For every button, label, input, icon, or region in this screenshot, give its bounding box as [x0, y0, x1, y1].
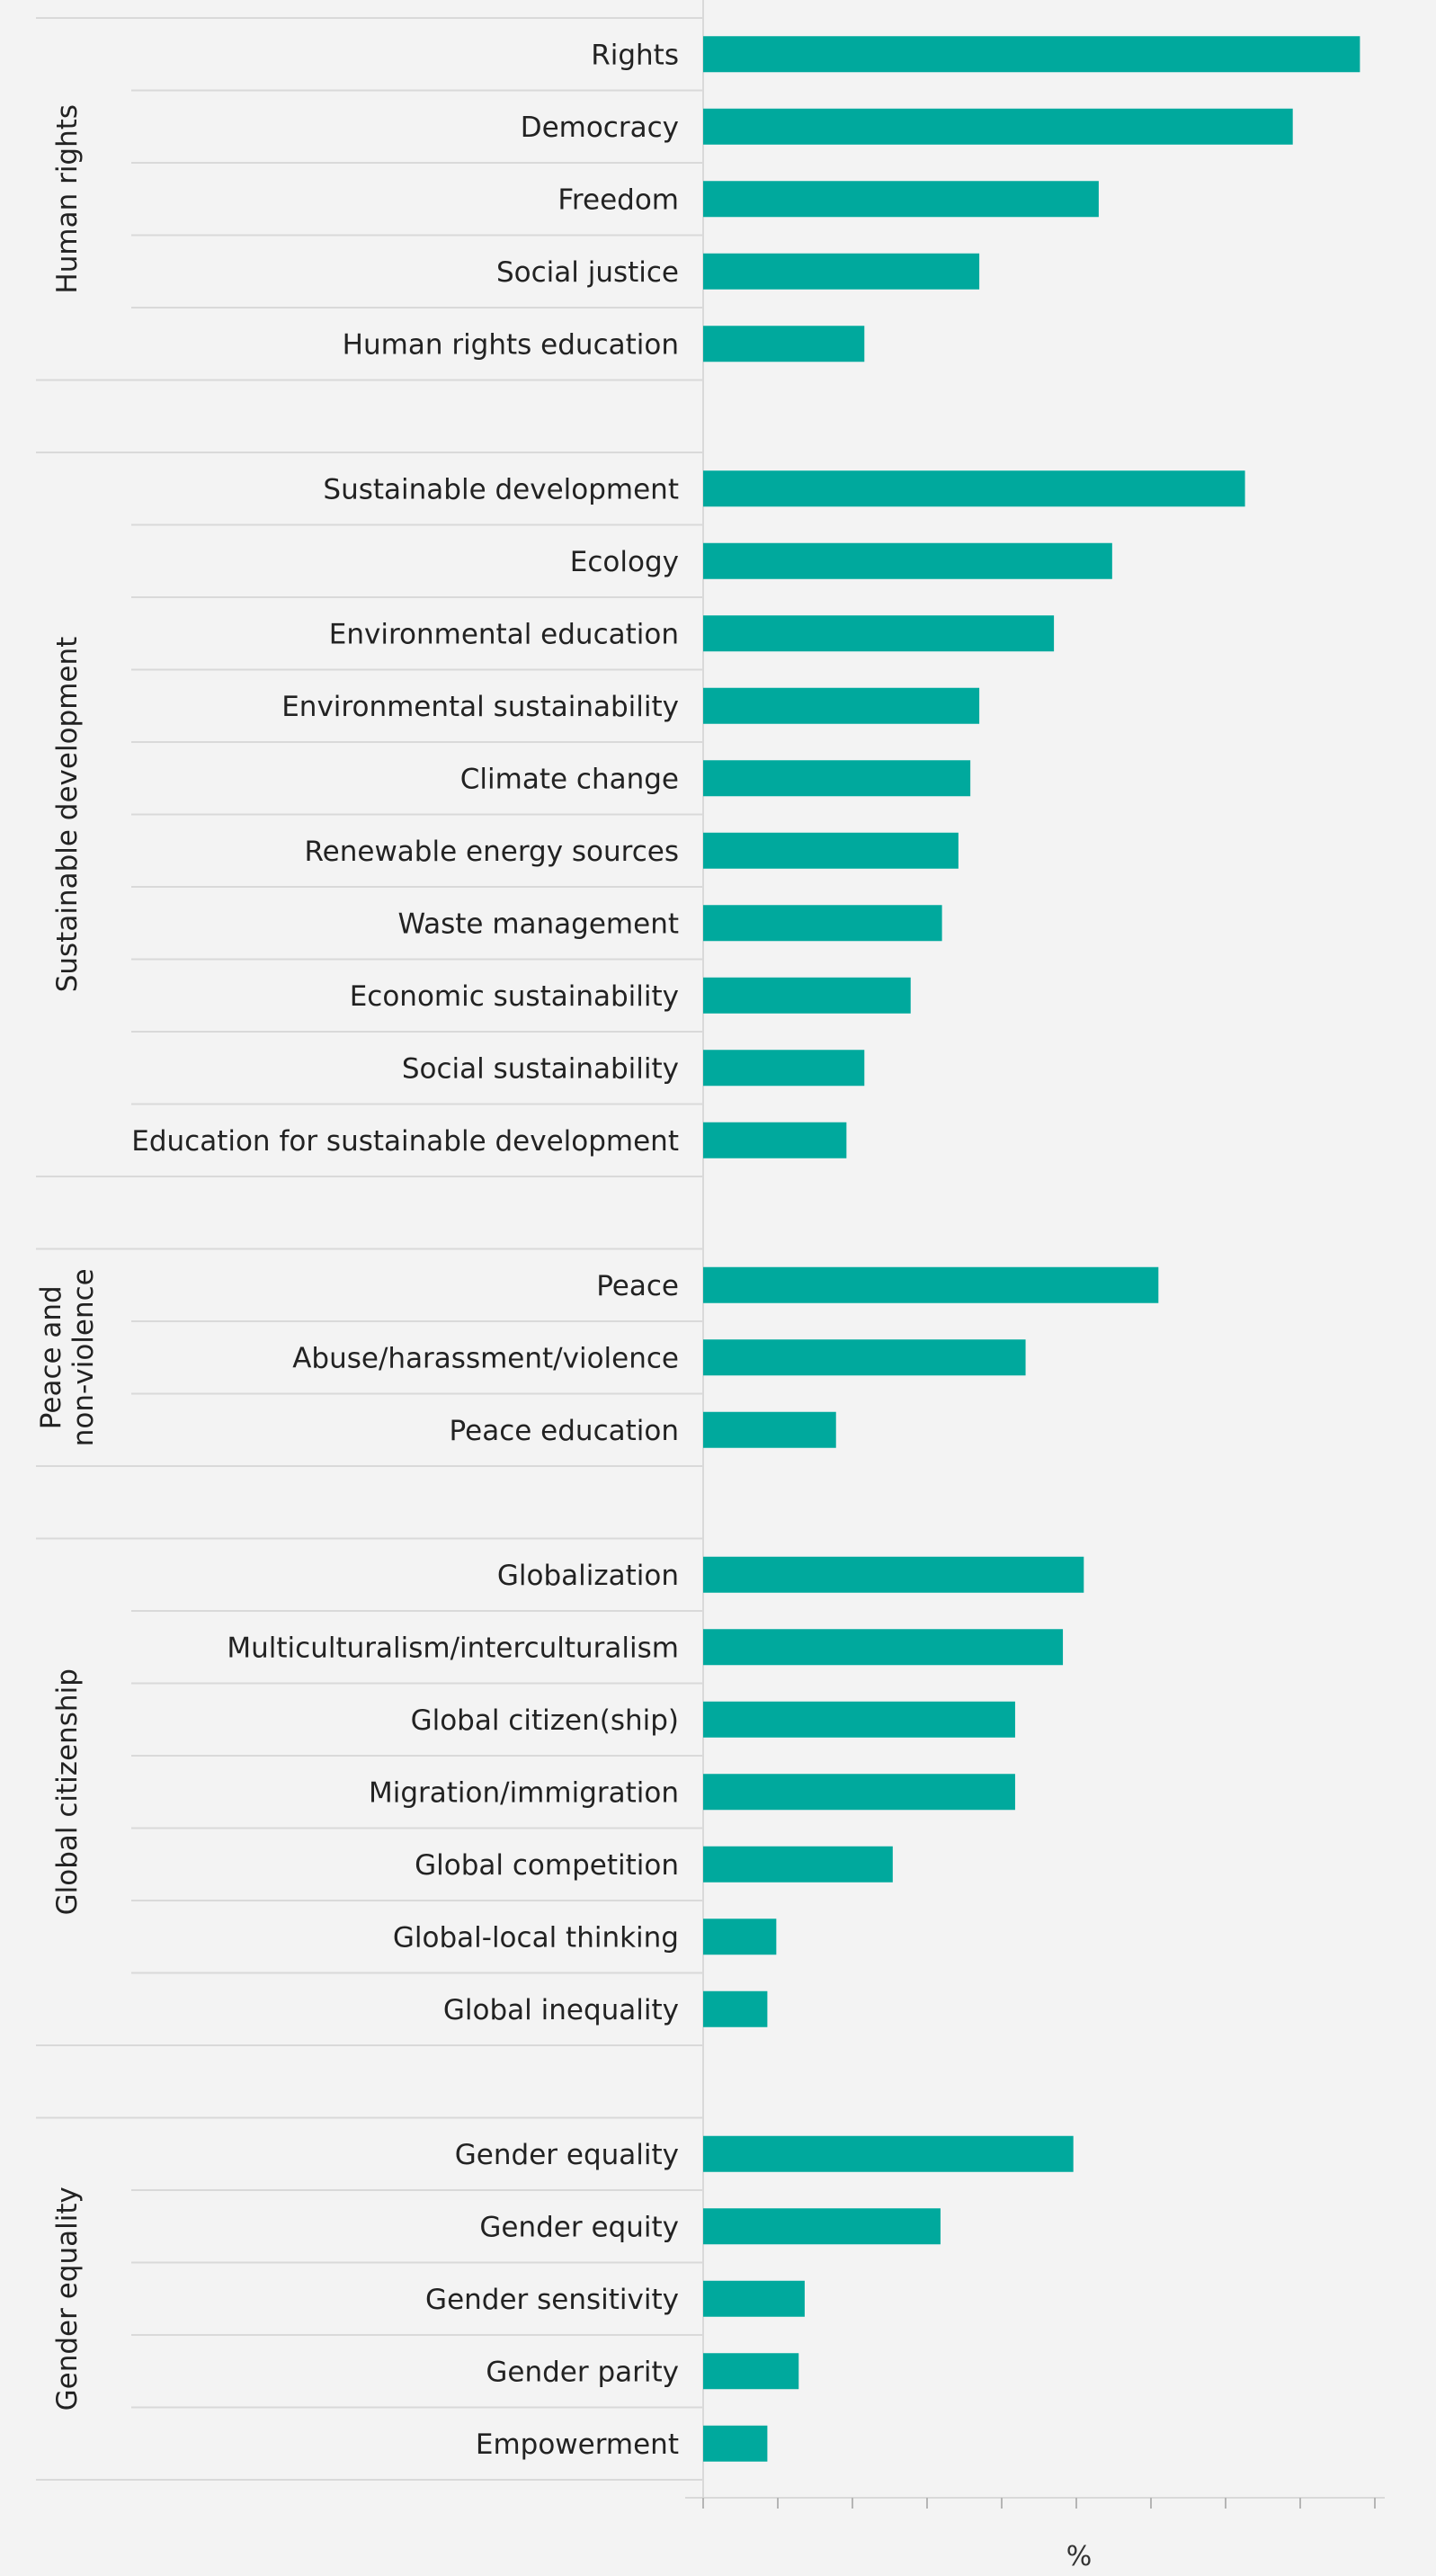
group-label: non-violence: [67, 1268, 100, 1446]
category-label: Global-local thinking: [393, 1921, 679, 1954]
bars: [703, 36, 1360, 2462]
bar: [703, 253, 980, 290]
bar: [703, 1774, 1015, 1811]
category-label: Environmental sustainability: [281, 691, 679, 723]
bar: [703, 108, 1293, 145]
category-label: Ecology: [570, 546, 679, 578]
group-label: Human rights: [51, 104, 84, 294]
bar: [703, 1266, 1159, 1303]
bar: [703, 687, 980, 724]
category-label: Gender equity: [479, 2211, 679, 2243]
category-label: Rights: [591, 39, 679, 71]
category-label: Global competition: [415, 1849, 679, 1882]
category-label: Gender sensitivity: [425, 2284, 679, 2316]
bar: [703, 1122, 847, 1158]
category-label: Human rights education: [343, 328, 679, 361]
bar: [703, 760, 971, 797]
category-label: Gender parity: [486, 2356, 679, 2388]
bar: [703, 2353, 799, 2390]
bar: [703, 326, 865, 362]
rows: Rights Democracy Freedom Social justice Huma…: [131, 39, 703, 2481]
category-label: Abuse/harassment/violence: [292, 1342, 679, 1374]
category-label: Sustainable development: [323, 473, 679, 505]
category-label: Social sustainability: [402, 1052, 679, 1085]
category-label: Education for sustainable development: [131, 1125, 679, 1158]
bar: [703, 832, 959, 869]
category-label: Globalization: [497, 1560, 679, 1592]
group-label: Sustainable development: [51, 637, 84, 993]
category-label: Global citizen(ship): [411, 1704, 679, 1737]
group-label: Global citizenship: [51, 1668, 84, 1915]
x-axis-label: %: [1066, 2541, 1093, 2572]
bar: [703, 905, 942, 942]
bar: [703, 1339, 1026, 1376]
bar: [703, 1629, 1064, 1666]
category-label: Economic sustainability: [350, 980, 679, 1013]
bar: [703, 2280, 805, 2317]
category-label: Renewable energy sources: [305, 836, 679, 868]
group-label: Peace and: [35, 1285, 67, 1429]
category-label: Social justice: [496, 256, 679, 289]
category-label: Freedom: [557, 183, 679, 216]
bar: [703, 1701, 1015, 1738]
bar: [703, 542, 1112, 579]
category-label: Peace education: [450, 1415, 679, 1447]
category-label: Democracy: [521, 112, 679, 144]
bar: [703, 1990, 768, 2027]
bar: [703, 1556, 1084, 1593]
bar: [703, 470, 1245, 507]
category-label: Migration/immigration: [369, 1776, 679, 1809]
bar: [703, 615, 1055, 652]
category-label: Gender equality: [455, 2139, 679, 2171]
category-label: Global inequality: [443, 1994, 679, 2026]
bar: [703, 2135, 1074, 2172]
x-axis: [685, 2497, 1385, 2509]
category-label: Peace: [596, 1270, 679, 1302]
category-label: Multiculturalism/interculturalism: [227, 1632, 679, 1664]
category-label: Waste management: [397, 908, 679, 940]
bar: [703, 1919, 777, 1955]
bar: [703, 977, 911, 1014]
bar: [703, 36, 1360, 73]
category-label: Empowerment: [476, 2428, 679, 2461]
group-label: Gender equality: [51, 2187, 84, 2411]
bar: [703, 1411, 836, 1448]
bar: [703, 181, 1099, 218]
bar: [703, 1846, 893, 1883]
bar: [703, 2208, 941, 2245]
category-label: Climate change: [460, 763, 679, 795]
category-label: Environmental education: [329, 618, 679, 650]
bar: [703, 2425, 768, 2462]
bar: [703, 1050, 865, 1087]
